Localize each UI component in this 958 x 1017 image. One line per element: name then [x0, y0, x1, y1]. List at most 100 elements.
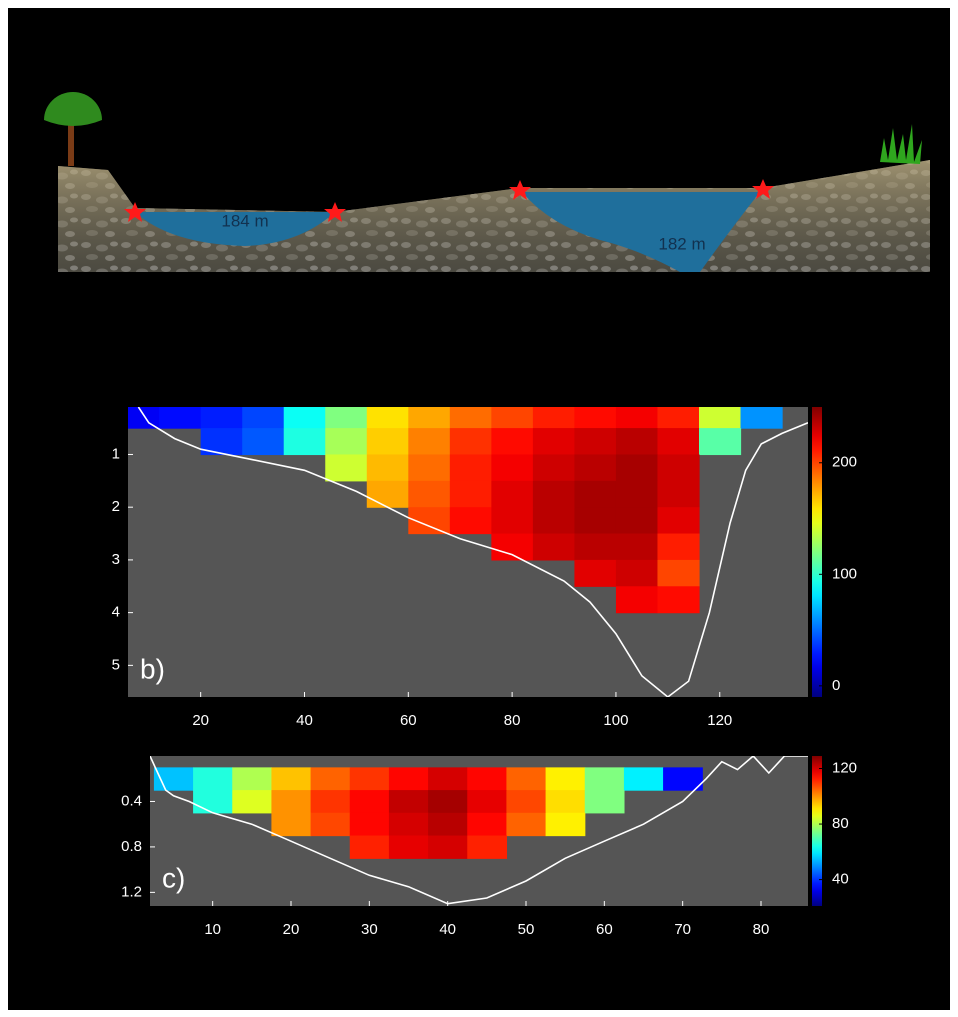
y-tick-label: 3: [112, 551, 120, 568]
cell: [408, 480, 451, 508]
cell: [242, 428, 285, 456]
cell: [657, 533, 700, 561]
colorbar-tick-label: 0: [832, 677, 840, 694]
x-tick-label: 80: [753, 921, 770, 938]
cell: [491, 428, 534, 456]
cell: [349, 767, 390, 791]
panel: 20 40 60 80 100 120 1 2 3 4 5 b) 0 100 200: [112, 407, 857, 729]
cell: [584, 767, 625, 791]
colorbar-tick-label: 120: [832, 759, 857, 776]
cell: [657, 559, 700, 587]
cell: [349, 812, 390, 837]
y-tick-label: 1.2: [121, 883, 142, 900]
x-tick-label: 10: [204, 921, 221, 938]
cell: [310, 790, 351, 814]
cell: [193, 790, 233, 814]
colorbar-tick-label: 100: [832, 565, 857, 582]
schematic: 184 m 182 m: [44, 92, 930, 272]
cell: [545, 767, 586, 791]
cell: [491, 533, 534, 561]
cell: [325, 454, 368, 482]
lake: [522, 192, 760, 272]
cell: [615, 480, 659, 508]
cell: [574, 454, 617, 482]
cell: [615, 559, 659, 587]
cell: [449, 428, 492, 456]
cell: [310, 767, 351, 791]
cells: [150, 756, 808, 905]
cell: [408, 407, 451, 429]
cell: [574, 559, 617, 587]
cell: [388, 812, 429, 837]
x-tick-label: 20: [192, 712, 209, 729]
x-tick-label: 30: [361, 921, 378, 938]
y-tick-label: 0.4: [121, 792, 142, 809]
x-tick-label: 60: [400, 712, 417, 729]
x-tick-label: 70: [674, 921, 691, 938]
cell: [506, 767, 547, 791]
cell: [657, 480, 700, 508]
cell: [615, 454, 659, 482]
cell: [428, 812, 468, 837]
cell: [242, 407, 285, 429]
x-tick-label: 50: [518, 921, 535, 938]
cell: [657, 407, 700, 429]
cell: [159, 407, 202, 429]
cell: [428, 767, 468, 791]
cell: [740, 407, 783, 429]
lake-label: 182 m: [658, 234, 705, 253]
cell: [449, 407, 492, 429]
tree-trunk: [68, 118, 74, 166]
cell: [271, 790, 312, 814]
star: [509, 180, 531, 200]
cell: [491, 454, 534, 482]
y-tick-label: 4: [112, 604, 120, 621]
cell: [574, 407, 617, 429]
x-tick-label: 80: [504, 712, 521, 729]
colorbar: [812, 407, 822, 697]
x-tick-label: 60: [596, 921, 613, 938]
cell: [366, 407, 409, 429]
cell: [491, 480, 534, 508]
cell: [532, 454, 576, 482]
cell: [388, 790, 429, 814]
cell: [491, 407, 534, 429]
cell: [698, 428, 742, 456]
cell: [128, 407, 160, 429]
cell: [532, 480, 576, 508]
cell: [623, 767, 664, 791]
cell: [366, 454, 409, 482]
cell: [615, 533, 659, 561]
panel-label: c): [162, 862, 185, 893]
cell: [408, 454, 451, 482]
cell: [449, 454, 492, 482]
panel: 10 20 30 40 50 60 70 80 0.4 0.8 1.2 c) 40 80 120: [121, 756, 857, 938]
colorbar-tick-label: 40: [832, 871, 849, 888]
cell: [283, 428, 326, 456]
cell: [232, 790, 273, 814]
cell: [449, 507, 492, 535]
x-tick-label: 120: [707, 712, 732, 729]
cell: [657, 507, 700, 535]
star: [324, 202, 346, 222]
colorbar-tick-label: 200: [832, 454, 857, 471]
cell: [408, 428, 451, 456]
cell: [574, 507, 617, 535]
y-tick-label: 5: [112, 656, 120, 673]
tree-crown: [44, 92, 102, 126]
star: [752, 179, 774, 199]
x-tick-label: 40: [296, 712, 313, 729]
cell: [200, 407, 243, 429]
bed-line: [150, 756, 808, 905]
cell: [545, 812, 586, 837]
cell: [467, 790, 508, 814]
cell: [349, 835, 390, 859]
cell: [545, 790, 586, 814]
cell: [467, 835, 508, 859]
y-tick-label: 2: [112, 498, 120, 515]
cell: [615, 407, 659, 429]
lake: [135, 212, 335, 246]
y-tick-label: 0.8: [121, 838, 142, 855]
